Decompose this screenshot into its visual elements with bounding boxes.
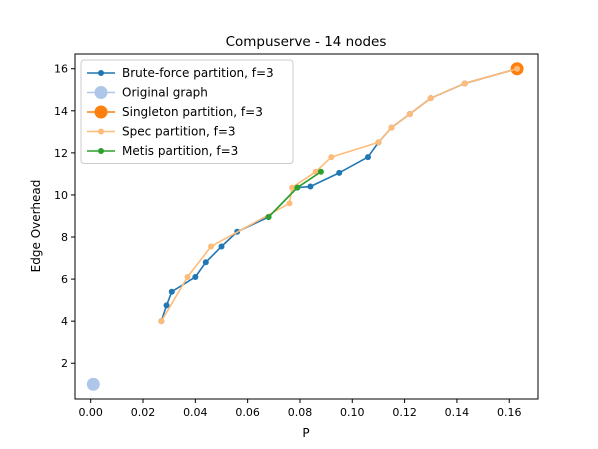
- legend-swatch-marker: [98, 128, 104, 135]
- legend-label: Spec partition, f=3: [122, 125, 236, 139]
- data-point: [514, 65, 521, 72]
- data-point: [388, 124, 395, 131]
- data-point: [294, 184, 301, 191]
- data-point: [202, 259, 209, 266]
- x-tick-label: 0.00: [78, 406, 103, 419]
- data-point: [427, 95, 434, 102]
- data-point: [163, 302, 170, 309]
- legend-item: Brute-force partition, f=3: [87, 66, 274, 80]
- x-tick-label: 0.10: [340, 406, 365, 419]
- y-tick-label: 16: [54, 63, 68, 76]
- y-tick-label: 2: [61, 357, 68, 370]
- legend-label: Singleton partition, f=3: [122, 105, 263, 119]
- data-point: [406, 110, 413, 117]
- y-tick-label: 8: [61, 231, 68, 244]
- x-tick-label: 0.02: [131, 406, 156, 419]
- legend-swatch-marker: [98, 70, 104, 76]
- y-axis-label: Edge Overhead: [29, 180, 43, 273]
- data-point: [312, 168, 319, 175]
- data-point: [192, 273, 199, 280]
- data-point: [265, 214, 272, 221]
- x-tick-label: 0.08: [288, 406, 313, 419]
- legend-item: Metis partition, f=3: [87, 144, 238, 158]
- data-point: [461, 80, 468, 87]
- data-point: [375, 139, 382, 146]
- data-point: [208, 243, 215, 250]
- x-tick-label: 0.12: [392, 406, 417, 419]
- legend-item: Spec partition, f=3: [87, 125, 236, 139]
- y-axis: 2 4 6 8 10 12 14 16: [54, 63, 75, 370]
- legend-item: Singleton partition, f=3: [87, 105, 263, 119]
- legend: Brute-force partition, f=3 Original graph…: [80, 59, 294, 164]
- x-axis-label: P: [302, 426, 309, 440]
- x-tick-label: 0.06: [235, 406, 260, 419]
- x-tick-label: 0.04: [183, 406, 208, 419]
- series-metis-partition-f-3: [265, 168, 324, 221]
- legend-swatch-marker: [94, 105, 108, 119]
- legend-label: Original graph: [122, 86, 208, 100]
- x-axis: 0.00 0.02 0.04 0.06 0.08 0.10 0.12 0.14 0.16: [78, 399, 521, 419]
- y-tick-label: 14: [54, 105, 68, 118]
- data-point: [168, 288, 175, 295]
- data-point: [328, 154, 335, 161]
- x-tick-label: 0.16: [497, 406, 522, 419]
- legend-swatch-marker: [98, 148, 104, 154]
- legend-label: Metis partition, f=3: [122, 144, 238, 158]
- legend-label: Brute-force partition, f=3: [122, 66, 274, 80]
- y-tick-label: 4: [61, 315, 68, 328]
- data-point: [317, 168, 324, 175]
- y-tick-label: 12: [54, 147, 68, 160]
- chart-title: Compuserve - 14 nodes: [226, 34, 387, 50]
- legend-item: Original graph: [87, 86, 208, 100]
- data-point: [364, 154, 371, 161]
- legend-box: [80, 59, 294, 164]
- y-tick-label: 10: [54, 189, 68, 202]
- data-point: [289, 184, 296, 191]
- data-point: [218, 243, 225, 250]
- x-tick-label: 0.14: [445, 406, 470, 419]
- y-tick-label: 6: [61, 273, 68, 286]
- data-point: [86, 377, 100, 391]
- series-spec-partition-f-3: [158, 65, 521, 325]
- legend-swatch-marker: [94, 86, 108, 99]
- data-point: [158, 318, 165, 325]
- data-point: [307, 183, 314, 190]
- plot-area: [86, 62, 524, 391]
- plot-frame: [74, 53, 539, 400]
- data-point: [336, 169, 343, 176]
- data-point: [184, 273, 191, 280]
- series-original-graph: [86, 377, 100, 391]
- data-point: [286, 200, 293, 207]
